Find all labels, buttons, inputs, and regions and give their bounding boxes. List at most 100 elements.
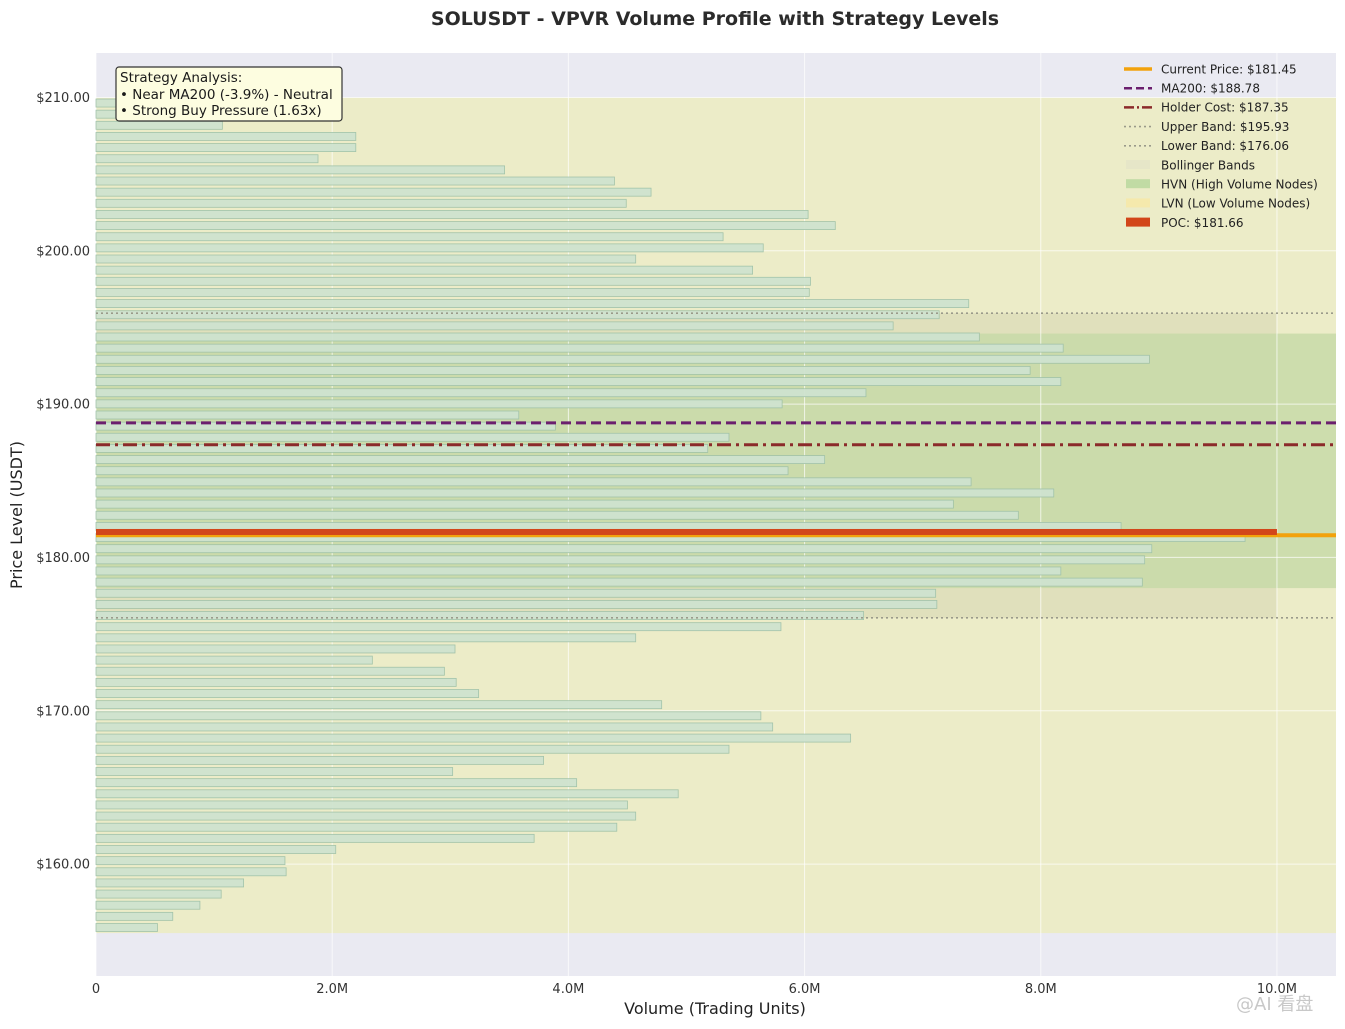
legend-swatch-hvn bbox=[1126, 179, 1150, 189]
volume-bar bbox=[95, 599, 938, 609]
y-axis-label: Price Level (USDT) bbox=[7, 441, 26, 589]
y-tick-label: $170.00 bbox=[36, 704, 90, 719]
legend-label-current: Current Price: $181.45 bbox=[1161, 62, 1297, 76]
volume-bar bbox=[95, 666, 445, 676]
volume-bar bbox=[95, 221, 836, 231]
x-tick-label: 2.0M bbox=[316, 982, 348, 997]
volume-bar bbox=[95, 878, 245, 888]
volume-bar bbox=[95, 677, 457, 687]
x-axis-ticks: 0 2.0M 4.0M 6.0M 8.0M 10.0M bbox=[92, 982, 1297, 997]
volume-bar bbox=[95, 455, 826, 464]
volume-bar bbox=[95, 198, 627, 208]
y-tick-label: $190.00 bbox=[36, 398, 90, 413]
chart-title: SOLUSDT - VPVR Volume Profile with Strat… bbox=[431, 8, 999, 30]
volume-bar bbox=[95, 588, 937, 598]
volume-bar bbox=[95, 310, 940, 320]
volume-bar bbox=[95, 299, 970, 308]
chart-legend: Current Price: $181.45 MA200: $188.78 Hold… bbox=[1124, 62, 1318, 230]
annotation-line-3: • Strong Buy Pressure (1.63x) bbox=[120, 103, 322, 119]
volume-bar bbox=[95, 900, 201, 910]
volume-bar bbox=[95, 755, 544, 765]
y-tick-label: $180.00 bbox=[36, 551, 90, 566]
volume-bar bbox=[95, 711, 762, 721]
y-axis-ticks: $160.00 $170.00 $180.00 $190.00 $200.00 $210.… bbox=[36, 91, 90, 873]
volume-bar bbox=[95, 856, 286, 866]
volume-bar bbox=[95, 232, 724, 242]
volume-bar bbox=[95, 845, 337, 854]
legend-label-bb: Bollinger Bands bbox=[1161, 158, 1255, 172]
volume-bar bbox=[95, 254, 637, 264]
annotation-line-1: Strategy Analysis: bbox=[120, 70, 242, 86]
legend-label-poc: POC: $181.66 bbox=[1161, 216, 1244, 230]
volume-bar bbox=[95, 611, 865, 620]
volume-bar bbox=[95, 243, 764, 253]
volume-bar bbox=[95, 120, 223, 130]
volume-bar bbox=[95, 388, 867, 398]
volume-bar bbox=[95, 399, 783, 409]
volume-bar bbox=[95, 789, 679, 799]
legend-label-lower: Lower Band: $176.06 bbox=[1161, 139, 1289, 153]
volume-bar bbox=[95, 366, 1031, 375]
strategy-analysis-box: Strategy Analysis: • Near MA200 (-3.9%) … bbox=[115, 66, 343, 122]
volume-bar bbox=[95, 510, 1019, 520]
volume-bar bbox=[95, 644, 456, 654]
volume-bar bbox=[95, 276, 811, 286]
volume-bar bbox=[95, 633, 637, 643]
strategy-levels bbox=[96, 312, 1336, 619]
volume-bar bbox=[95, 911, 174, 921]
legend-label-hvn: HVN (High Volume Nodes) bbox=[1161, 178, 1318, 192]
volume-bar bbox=[95, 432, 730, 442]
volume-bar bbox=[95, 778, 578, 788]
volume-bar bbox=[95, 811, 637, 821]
volume-bar bbox=[95, 767, 454, 776]
volume-bar bbox=[95, 700, 663, 710]
watermark: @AI 看盘 bbox=[1236, 994, 1313, 1015]
volume-bar bbox=[95, 577, 1143, 587]
y-tick-label: $200.00 bbox=[36, 244, 90, 259]
x-tick-label: 8.0M bbox=[1025, 982, 1057, 997]
x-tick-label: 10.0M bbox=[1257, 982, 1297, 997]
volume-bar bbox=[95, 477, 972, 487]
volume-bar bbox=[95, 800, 628, 810]
volume-bar bbox=[95, 622, 782, 632]
volume-bar bbox=[95, 154, 319, 164]
volume-bar bbox=[95, 354, 1150, 364]
x-tick-label: 4.0M bbox=[552, 982, 584, 997]
legend-swatch-poc bbox=[1126, 217, 1150, 227]
volume-bar bbox=[95, 555, 1146, 565]
volume-bar bbox=[95, 833, 535, 843]
volume-bar bbox=[95, 923, 158, 932]
legend-label-upper: Upper Band: $195.93 bbox=[1161, 120, 1289, 134]
volume-bar bbox=[95, 332, 980, 342]
volume-bar bbox=[95, 744, 730, 754]
volume-bar bbox=[95, 343, 1064, 353]
volume-bar bbox=[95, 187, 652, 197]
annotation-box bbox=[115, 66, 343, 122]
volume-bar bbox=[95, 265, 754, 275]
y-tick-label: $210.00 bbox=[36, 91, 90, 106]
volume-bar bbox=[95, 132, 357, 141]
volume-bar bbox=[95, 655, 373, 665]
x-axis-label: Volume (Trading Units) bbox=[624, 999, 806, 1018]
legend-swatch-bb bbox=[1126, 160, 1150, 169]
volume-bar bbox=[95, 689, 480, 698]
annotation-line-2: • Near MA200 (-3.9%) - Neutral bbox=[120, 87, 333, 103]
volume-bar bbox=[95, 210, 809, 219]
legend-label-ma200: MA200: $188.78 bbox=[1161, 82, 1260, 96]
legend-label-holder: Holder Cost: $187.35 bbox=[1161, 101, 1289, 115]
volume-bar bbox=[95, 566, 1062, 576]
legend-label-lvn: LVN (Low Volume Nodes) bbox=[1161, 197, 1310, 211]
volume-bar bbox=[95, 867, 287, 877]
x-tick-label: 0 bbox=[92, 982, 100, 997]
volume-bar bbox=[95, 288, 810, 297]
x-tick-label: 6.0M bbox=[789, 982, 821, 997]
volume-bar bbox=[95, 377, 1062, 386]
y-tick-label: $160.00 bbox=[36, 858, 90, 873]
volume-bar bbox=[95, 143, 357, 153]
volume-bar bbox=[95, 176, 615, 186]
volume-bar bbox=[95, 889, 222, 899]
volume-bar bbox=[95, 822, 618, 832]
volume-bar bbox=[95, 544, 1153, 554]
poc-bar bbox=[96, 528, 1277, 535]
